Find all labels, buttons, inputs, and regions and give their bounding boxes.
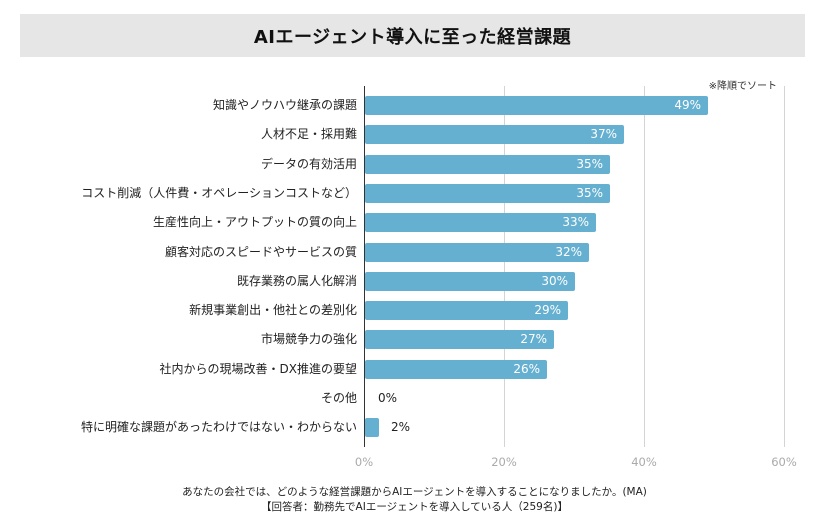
value-label: 27% xyxy=(520,332,547,346)
category-label: 社内からの現場改善・DX推進の要望 xyxy=(159,362,357,376)
category-label: 市場競争力の強化 xyxy=(260,332,357,346)
value-label: 35% xyxy=(576,157,603,171)
x-tick-label: 20% xyxy=(491,455,517,469)
bar xyxy=(365,96,708,115)
sort-note: ※降順でソート xyxy=(708,81,777,92)
bar xyxy=(365,213,596,232)
bar xyxy=(365,418,379,437)
value-label: 33% xyxy=(562,215,589,229)
value-label: 32% xyxy=(555,245,582,259)
title-banner: AIエージェント導入に至った経営課題 xyxy=(20,14,805,57)
bar xyxy=(365,243,589,262)
value-label: 29% xyxy=(534,303,561,317)
gridline xyxy=(504,86,505,447)
category-label: 新規事業創出・他社との差別化 xyxy=(189,303,357,317)
respondents-note: 【回答者：勤務先でAIエージェントを導入している人（259名)】 xyxy=(261,501,568,513)
bar xyxy=(365,155,610,174)
value-label: 26% xyxy=(513,362,540,376)
x-tick-label: 0% xyxy=(354,455,374,469)
gridline xyxy=(644,86,645,447)
value-label: 30% xyxy=(541,274,568,288)
category-label: 生産性向上・アウトプットの質の向上 xyxy=(152,215,357,229)
survey-question: あなたの会社では、どのような経営課題からAIエージェントを導入することになりまし… xyxy=(182,486,647,498)
category-label: 既存業務の属人化解消 xyxy=(236,274,357,288)
value-label: 2% xyxy=(391,420,411,434)
category-label: データの有効活用 xyxy=(260,157,357,171)
category-label: コスト削減（人件費・オペレーションコストなど） xyxy=(81,186,357,200)
bar xyxy=(365,184,610,203)
category-label: 顧客対応のスピードやサービスの質 xyxy=(164,245,357,259)
value-label: 35% xyxy=(576,186,603,200)
x-tick-label: 40% xyxy=(631,455,657,469)
category-label: 特に明確な課題があったわけではない・わからない xyxy=(80,420,357,434)
bar xyxy=(365,272,575,291)
chart-title: AIエージェント導入に至った経営課題 xyxy=(253,26,572,48)
bar xyxy=(365,125,624,144)
bar xyxy=(365,301,568,320)
y-axis-line xyxy=(364,86,365,447)
value-label: 0% xyxy=(378,391,398,405)
value-label: 37% xyxy=(590,127,617,141)
bar xyxy=(365,330,554,349)
bar xyxy=(365,360,547,379)
category-label: 人材不足・採用難 xyxy=(260,127,357,141)
gridline xyxy=(784,86,785,447)
category-label: 知識やノウハウ継承の課題 xyxy=(212,98,357,112)
category-label: その他 xyxy=(320,391,357,405)
x-tick-label: 60% xyxy=(771,455,797,469)
value-label: 49% xyxy=(674,98,701,112)
